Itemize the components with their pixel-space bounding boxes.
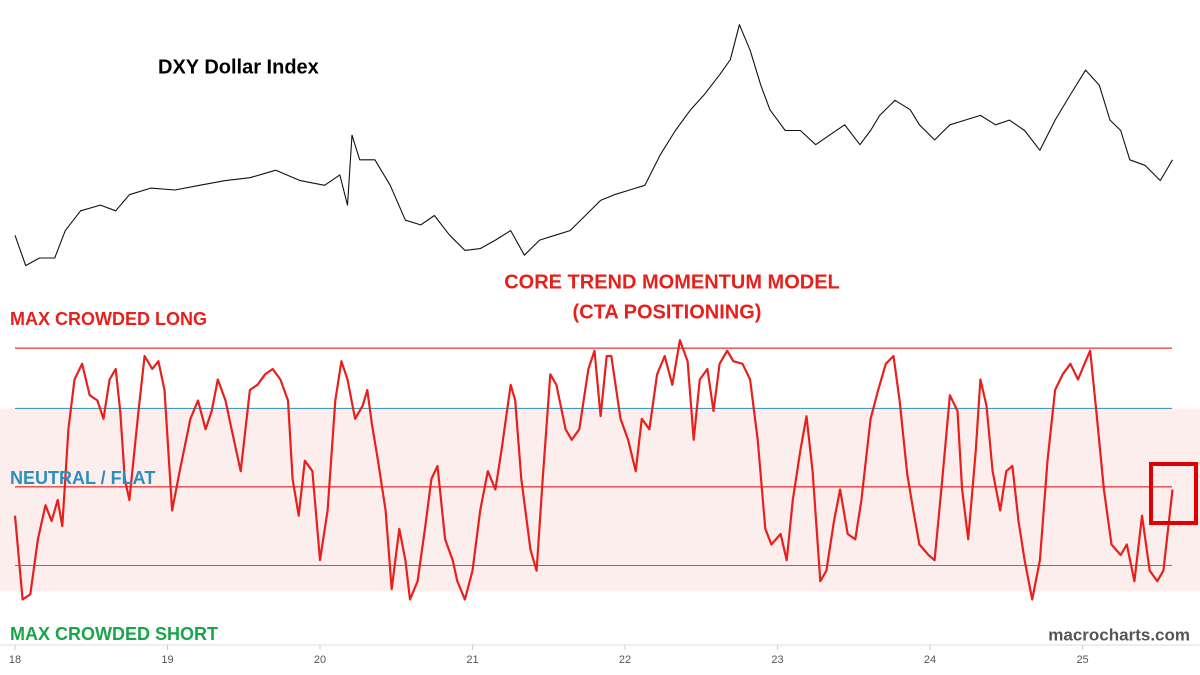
highlight-box xyxy=(1149,462,1198,525)
model-title: CORE TREND MOMENTUM MODEL xyxy=(504,271,840,293)
x-tick-label: 22 xyxy=(619,654,631,666)
watermark: macrocharts.com xyxy=(1048,625,1190,644)
x-tick-label: 23 xyxy=(771,654,783,666)
x-tick-label: 25 xyxy=(1076,654,1088,666)
zone-label: MAX CROWDED LONG xyxy=(10,309,207,329)
data-line xyxy=(13,339,1174,601)
x-tick-label: 24 xyxy=(924,654,936,666)
x-tick-label: 18 xyxy=(9,654,21,666)
x-tick-label: 19 xyxy=(161,654,173,666)
zone-label: MAX CROWDED SHORT xyxy=(10,624,218,644)
x-tick-label: 21 xyxy=(466,654,478,666)
model-subtitle: (CTA POSITIONING) xyxy=(573,301,762,323)
x-tick-label: 20 xyxy=(314,654,326,666)
data-line xyxy=(14,24,1173,267)
neutral-band xyxy=(0,408,1200,592)
dxy-title: DXY Dollar Index xyxy=(158,56,319,78)
zone-label: NEUTRAL / FLAT xyxy=(10,468,155,488)
background xyxy=(0,408,1200,592)
